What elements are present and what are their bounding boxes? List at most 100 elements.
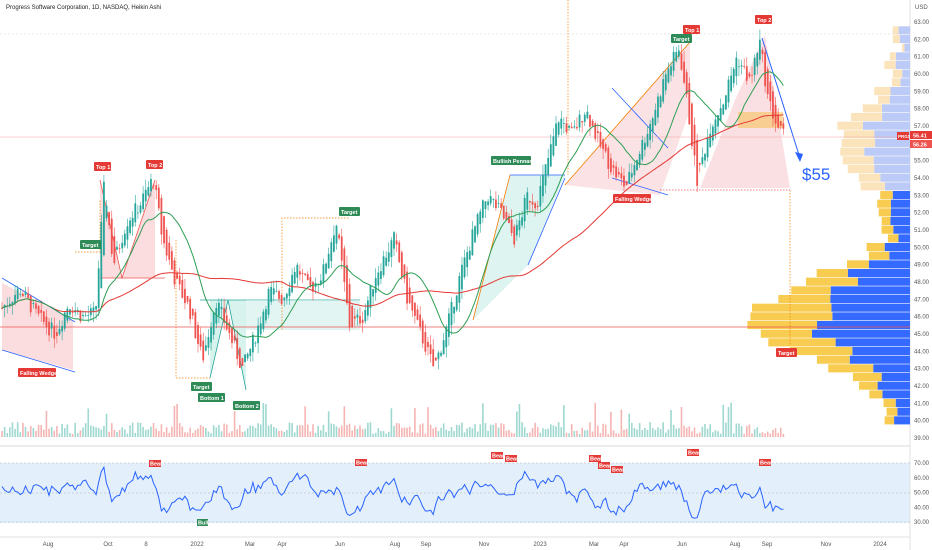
volume-bar — [482, 403, 484, 437]
volume-bar — [743, 433, 745, 437]
candle-body — [105, 205, 108, 219]
symbol-tag: PRGS — [898, 134, 911, 139]
volume-bar — [322, 424, 325, 437]
candle-body — [570, 126, 573, 129]
volume-bar — [340, 425, 343, 437]
candle-body — [144, 189, 147, 202]
candle-body — [220, 306, 223, 310]
time-tick-label: Mar — [589, 542, 599, 548]
candle-body — [19, 293, 22, 295]
vp-bar-down — [869, 390, 883, 399]
candle-body — [515, 224, 518, 236]
last-price-tag2-bg — [910, 140, 932, 148]
volume-bar — [327, 411, 330, 437]
candle-body — [779, 121, 782, 126]
volume-bar — [90, 425, 92, 437]
volume-bar — [244, 431, 246, 437]
candle-body — [724, 95, 727, 110]
vp-bar-up — [881, 373, 910, 382]
volume-bar — [599, 433, 602, 437]
volume-bar — [628, 413, 630, 437]
time-tick-label: Sep — [421, 542, 432, 548]
candle-body — [649, 123, 652, 141]
candle-body — [717, 115, 719, 127]
vp-bar-down — [760, 329, 813, 338]
candle-body — [225, 315, 228, 330]
volume-bar — [330, 423, 333, 437]
candle-body — [646, 133, 649, 147]
vp-bar-up — [862, 121, 910, 130]
vp-bar-down — [881, 217, 891, 226]
label-target-a: Target — [82, 243, 99, 249]
volume-bar — [719, 433, 722, 437]
volume-bar — [484, 423, 487, 437]
vp-bar-down — [892, 35, 900, 44]
volume-bar — [458, 425, 461, 437]
candle-body — [123, 233, 126, 246]
vp-bar-up — [894, 416, 910, 425]
volume-bar — [314, 432, 317, 437]
volume-bar — [191, 433, 194, 437]
candle-body — [769, 81, 772, 102]
vp-bar-up — [890, 217, 910, 226]
volume-bar — [50, 426, 53, 437]
time-tick-label: Aug — [390, 542, 401, 548]
candle-body — [403, 264, 406, 279]
volume-bar — [751, 433, 753, 437]
candle-body — [364, 309, 367, 322]
candle-body — [495, 199, 497, 209]
time-axis[interactable]: Aug Oct 8 2022 Mar Apr Jun Aug Sep Nov 2023 Mar Apr J… — [43, 542, 888, 548]
candle-body — [359, 316, 361, 324]
volume-bar — [646, 429, 649, 437]
label-target-a-bg — [80, 240, 101, 249]
label-top2-b-bg — [755, 15, 772, 24]
vp-bar-up — [831, 303, 910, 312]
volume-bar — [142, 426, 144, 437]
time-tick-label: Apr — [619, 542, 628, 548]
rsi-tick-label: 40.00 — [914, 505, 930, 511]
volume-bar — [531, 428, 534, 437]
candle-body — [343, 248, 346, 282]
candle-body — [361, 319, 364, 324]
volume-bar — [615, 433, 617, 437]
vp-bar-up — [874, 130, 910, 139]
volume-bar — [9, 427, 11, 437]
rsi-line — [1, 465, 784, 519]
volume-bar — [502, 424, 505, 437]
candle-body — [340, 236, 343, 261]
candle-body — [688, 83, 691, 125]
target-guide-b1 — [175, 240, 210, 379]
volume-bar — [150, 426, 152, 437]
candle-body — [61, 325, 64, 332]
vp-bar-up — [902, 69, 910, 78]
candle-body — [573, 126, 576, 128]
candle-body — [518, 220, 521, 231]
candle-body — [296, 264, 299, 278]
candle-body — [223, 308, 226, 323]
candle-body — [160, 197, 163, 235]
vp-bar-up — [873, 364, 910, 373]
price-axis[interactable]: 63.0062.0061.0060.0059.0058.0057.0056.00… — [914, 20, 930, 442]
volume-bar — [573, 430, 576, 437]
resistance-box — [738, 112, 783, 128]
time-tick-label: Jun — [335, 542, 345, 548]
volume-bar — [84, 423, 87, 437]
volume-bar — [205, 428, 207, 437]
volume-bar — [207, 431, 210, 437]
candle-body — [766, 69, 769, 95]
candle-body — [197, 325, 199, 345]
label-bottom2-bg — [233, 401, 260, 410]
candle-body — [445, 326, 448, 348]
vp-bar-down — [892, 26, 899, 35]
candle-body — [471, 229, 474, 256]
last-price-tag: 56.41 — [913, 134, 927, 140]
candle-body — [45, 316, 48, 327]
volume-bar — [414, 408, 416, 437]
volume-bar — [231, 431, 233, 437]
volume-bar — [445, 429, 448, 437]
volume-bar — [333, 424, 335, 437]
rsi-axis[interactable]: 70.00 60.00 50.00 40.00 30.00 — [914, 461, 930, 526]
volume-bar — [66, 424, 69, 437]
candle-body — [414, 302, 416, 316]
candle-body — [393, 232, 395, 249]
